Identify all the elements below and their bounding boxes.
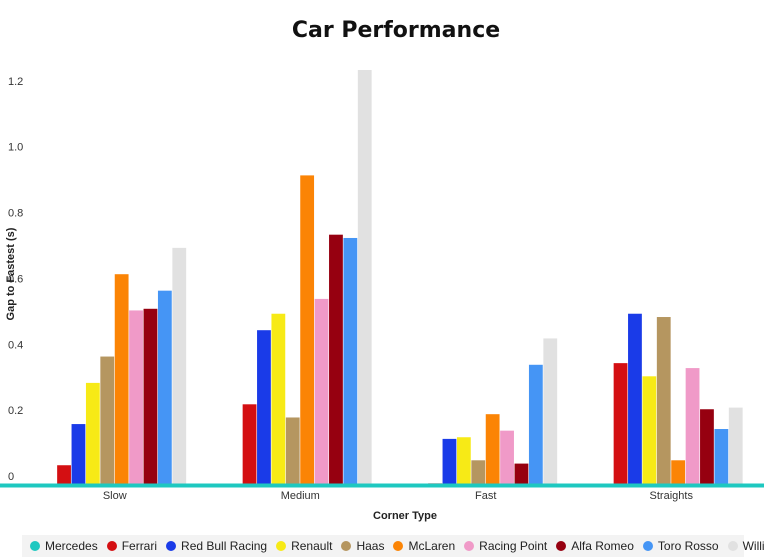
bar-renault-fast (456, 437, 471, 485)
bar-toro-rosso-medium (343, 237, 358, 485)
legend-item[interactable]: Racing Point (464, 539, 547, 553)
legend-item[interactable]: Williams (727, 539, 764, 553)
legend-dot-icon (30, 541, 40, 551)
y-axis-ticks: 0 0.2 0.4 0.6 0.8 1.0 1.2 (8, 76, 23, 483)
legend-dot-icon (727, 541, 738, 551)
legend-label: Alfa Romeo (571, 539, 634, 553)
chart-title: Car Performance (292, 18, 500, 43)
bar-racing-point-fast (500, 430, 514, 485)
bar-red-bull-racing-straights (628, 313, 642, 485)
legend-item[interactable]: Red Bull Racing (166, 539, 267, 553)
legend-dot-icon (464, 541, 475, 551)
bar-mclaren-straights (671, 460, 686, 485)
x-axis-baseline (0, 483, 764, 488)
bar-alfa-romeo-medium (329, 234, 343, 485)
bar-ferrari-medium (242, 404, 257, 485)
bar-alfa-romeo-fast (514, 463, 529, 485)
legend-dot-icon (556, 541, 567, 551)
legend-dot-icon (106, 541, 117, 551)
bar-mclaren-slow (114, 274, 129, 485)
legend-label: McLaren (408, 539, 456, 553)
bar-williams-slow (172, 247, 187, 485)
y-tick-label: 0.4 (8, 339, 23, 351)
bar-renault-straights (642, 376, 657, 485)
bar-renault-medium (271, 313, 286, 485)
x-tick-label: Slow (103, 490, 127, 502)
y-tick-label: 0 (8, 471, 14, 483)
bar-toro-rosso-fast (528, 364, 543, 485)
legend-dot-icon (166, 541, 177, 551)
bar-alfa-romeo-straights (700, 409, 714, 485)
bar-haas-fast (471, 460, 486, 485)
bar-haas-medium (285, 417, 300, 485)
bar-haas-slow (100, 356, 115, 485)
y-tick-label: 0.2 (8, 405, 23, 417)
legend-label: Red Bull Racing (181, 539, 268, 553)
legend-label: Williams (742, 539, 764, 553)
bars-group (57, 70, 743, 485)
bar-ferrari-straights (613, 363, 628, 485)
legend-item[interactable]: McLaren (393, 539, 455, 553)
bar-red-bull-racing-medium (257, 330, 271, 485)
bar-williams-straights (728, 407, 743, 485)
legend-item[interactable]: Ferrari (106, 539, 158, 553)
bar-mclaren-fast (485, 414, 500, 485)
legend-label: Renault (291, 539, 333, 553)
x-tick-label: Medium (281, 490, 320, 502)
bar-toro-rosso-straights (714, 429, 729, 485)
legend-dot-icon (393, 541, 404, 551)
bar-alfa-romeo-slow (143, 308, 158, 485)
y-tick-label: 1.2 (8, 76, 23, 88)
y-tick-label: 0.6 (8, 273, 23, 285)
legend-item[interactable]: Alfa Romeo (556, 539, 634, 553)
legend-item[interactable]: Mercedes (30, 539, 98, 553)
x-tick-label: Straights (650, 490, 694, 502)
legend-dot-icon (276, 541, 287, 551)
legend-item[interactable]: Haas (341, 539, 384, 553)
bar-ferrari-slow (57, 465, 71, 485)
bar-williams-fast (543, 338, 558, 485)
legend-label: Ferrari (121, 539, 158, 553)
bar-red-bull-racing-fast (442, 438, 457, 485)
legend-label: Haas (356, 539, 385, 553)
legend-label: Toro Rosso (657, 539, 719, 553)
legend-dot-icon (642, 541, 653, 551)
x-tick-label: Fast (475, 490, 496, 502)
bar-mclaren-medium (300, 175, 315, 485)
bar-toro-rosso-slow (157, 290, 172, 485)
bar-williams-medium (357, 70, 372, 485)
bar-racing-point-straights (685, 368, 700, 485)
y-tick-label: 1.0 (8, 142, 23, 154)
bar-renault-slow (85, 382, 100, 485)
bar-haas-straights (656, 317, 671, 485)
y-axis-label: Gap to Fastest (s) (5, 227, 17, 320)
bar-red-bull-racing-slow (71, 424, 86, 485)
y-tick-label: 0.8 (8, 208, 23, 220)
bar-racing-point-slow (129, 310, 143, 485)
legend-item[interactable]: Renault (276, 539, 332, 553)
bar-racing-point-medium (314, 298, 329, 485)
legend-label: Mercedes (45, 539, 98, 553)
x-axis-label: Corner Type (373, 510, 437, 522)
legend-dot-icon (341, 541, 352, 551)
legend: Mercedes Ferrari Red Bull Racing Renault Haa… (22, 535, 764, 557)
x-axis-ticks: Slow Medium Fast Straights (103, 490, 694, 502)
legend-item[interactable]: Toro Rosso (642, 539, 719, 553)
legend-label: Racing Point (479, 539, 548, 553)
